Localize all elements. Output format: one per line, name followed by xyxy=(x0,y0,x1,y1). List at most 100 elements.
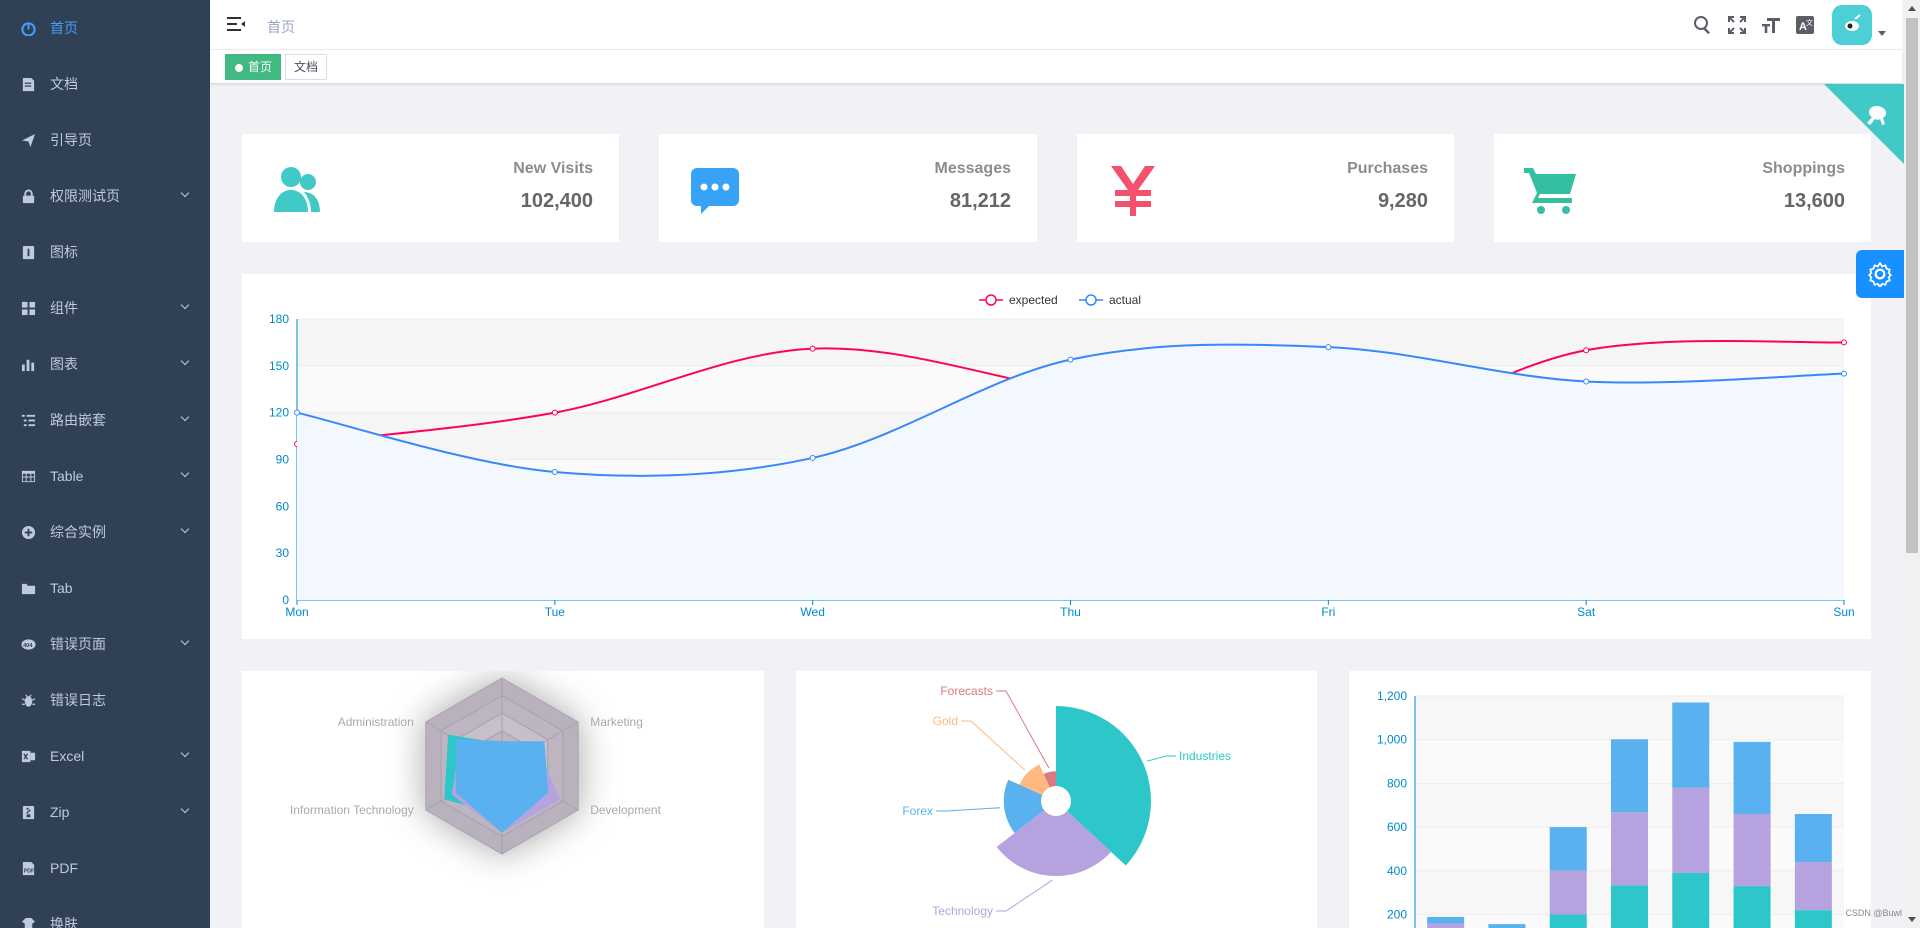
sidebar-item-label: 首页 xyxy=(50,20,78,36)
sidebar-item[interactable]: 权限测试页 xyxy=(0,168,210,224)
scroll-thumb[interactable] xyxy=(1906,18,1918,553)
icon-icon xyxy=(20,244,36,260)
sidebar-item[interactable]: 404 错误页面 xyxy=(0,616,210,672)
card-title: Shoppings xyxy=(1762,160,1845,177)
sidebar-item[interactable]: 换肤 xyxy=(0,896,210,928)
chevron-down-icon xyxy=(180,524,190,534)
bar-segment xyxy=(1733,741,1771,814)
bar-segment xyxy=(1427,916,1465,924)
sidebar-item[interactable]: PDF PDF xyxy=(0,840,210,896)
radar-indicator-label: Administration xyxy=(338,715,414,729)
card-value: 81,212 xyxy=(949,190,1011,212)
legend-marker xyxy=(1085,294,1097,306)
data-point xyxy=(551,409,558,416)
hamburger-icon[interactable] xyxy=(227,15,245,33)
pie-slice xyxy=(996,810,1112,876)
sidebar-item[interactable]: Zip xyxy=(0,784,210,840)
pie-label-line xyxy=(961,720,1026,771)
radar-chart-panel: SalesMarketingDevelopmentInformation Tec… xyxy=(242,653,764,928)
message-icon xyxy=(687,162,743,218)
card-messages[interactable]: Messages 81,212 xyxy=(659,134,1037,242)
pie-chart: Industries Technology Forex Gold Forecasts xyxy=(902,684,1231,918)
sidebar-item[interactable]: 文档 xyxy=(0,56,210,112)
search-icon[interactable] xyxy=(1686,0,1720,50)
pie-label: Forex xyxy=(902,804,933,818)
pie-label: Gold xyxy=(933,714,958,728)
svg-text:文: 文 xyxy=(1806,18,1813,27)
grid-band xyxy=(1415,696,1844,740)
fullscreen-icon[interactable] xyxy=(1720,0,1754,50)
pie-slice xyxy=(1043,771,1056,788)
y-tick-label: 150 xyxy=(269,359,289,373)
excel-icon xyxy=(20,748,36,764)
sidebar-item-label: 图标 xyxy=(50,244,78,260)
sidebar-item[interactable]: 综合实例 xyxy=(0,504,210,560)
tag-home[interactable]: 首页 xyxy=(225,54,282,80)
data-point xyxy=(1841,370,1847,377)
sidebar-item-label: Tab xyxy=(50,580,73,596)
sidebar-item-label: 错误日志 xyxy=(50,692,106,708)
bar-segment xyxy=(1672,702,1710,788)
sidebar-item-label: 综合实例 xyxy=(50,524,106,540)
data-point xyxy=(1067,356,1074,363)
lock-icon xyxy=(20,188,36,204)
radar-indicator-label: Information Technology xyxy=(290,803,414,817)
gear-icon xyxy=(1867,261,1893,287)
bug-icon xyxy=(20,692,36,708)
sidebar-item-label: Excel xyxy=(50,748,85,764)
sidebar-item[interactable]: 图标 xyxy=(0,224,210,280)
bar-chart-panel: 200 400 600 800 1,000 1,200 xyxy=(1349,671,1871,928)
sidebar-item-label: 组件 xyxy=(50,300,78,316)
guide-icon xyxy=(20,132,36,148)
svg-text:PDF: PDF xyxy=(23,868,33,874)
scroll-up-icon[interactable] xyxy=(1908,6,1916,11)
breadcrumb: 首页 xyxy=(267,19,295,35)
sidebar-item[interactable]: Excel xyxy=(0,728,210,784)
component-icon xyxy=(20,300,36,316)
sidebar-item-label: 文档 xyxy=(50,76,78,92)
table-icon xyxy=(20,468,36,484)
x-tick-label: Wed xyxy=(800,605,824,619)
sidebar-item[interactable]: Table xyxy=(0,448,210,504)
pie-slice xyxy=(1003,779,1045,833)
x-tick-label: Sun xyxy=(1833,605,1854,619)
card-purchases[interactable]: Purchases 9,280 xyxy=(1077,134,1454,242)
settings-button[interactable] xyxy=(1856,250,1904,298)
sidebar-item[interactable]: 首页 xyxy=(0,0,210,56)
tag-documentation[interactable]: 文档 xyxy=(285,54,328,80)
legend-label: expected xyxy=(1009,293,1058,307)
page-scrollbar[interactable] xyxy=(1904,0,1920,928)
github-octocat-icon[interactable] xyxy=(1824,84,1904,164)
y-tick-label: 120 xyxy=(269,406,289,420)
sidebar-item[interactable]: 错误日志 xyxy=(0,672,210,728)
nested-icon xyxy=(20,412,36,428)
sidebar-item[interactable]: 路由嵌套 xyxy=(0,392,210,448)
font-size-icon[interactable] xyxy=(1754,0,1788,50)
sidebar-item[interactable]: Tab xyxy=(0,560,210,616)
radar-area xyxy=(455,739,549,833)
bar-segment xyxy=(1488,924,1526,928)
radar-indicator-label: Development xyxy=(590,803,661,817)
sidebar-item[interactable]: 组件 xyxy=(0,280,210,336)
scroll-down-icon[interactable] xyxy=(1908,917,1916,922)
pie-label: Forecasts xyxy=(940,684,993,698)
money-icon xyxy=(1105,162,1161,218)
card-new-visits[interactable]: New Visits 102,400 xyxy=(242,134,619,242)
data-point xyxy=(809,454,816,461)
pie-label: Industries xyxy=(1179,749,1231,763)
avatar-caret-icon[interactable] xyxy=(1878,30,1886,36)
bar-segment xyxy=(1794,813,1832,863)
pdf-icon: PDF xyxy=(20,860,36,876)
svg-text:404: 404 xyxy=(23,642,33,648)
card-shoppings[interactable]: Shoppings 13,600 xyxy=(1494,134,1871,242)
github-corner[interactable] xyxy=(1824,84,1904,164)
chevron-down-icon xyxy=(180,468,190,478)
sidebar-item-label: Zip xyxy=(50,804,70,820)
chevron-down-icon xyxy=(180,188,190,198)
sidebar-item[interactable]: 图表 xyxy=(0,336,210,392)
y-tick-label: 60 xyxy=(276,499,290,513)
zip-icon xyxy=(20,804,36,820)
sidebar-item[interactable]: 引导页 xyxy=(0,112,210,168)
avatar[interactable] xyxy=(1832,5,1872,45)
